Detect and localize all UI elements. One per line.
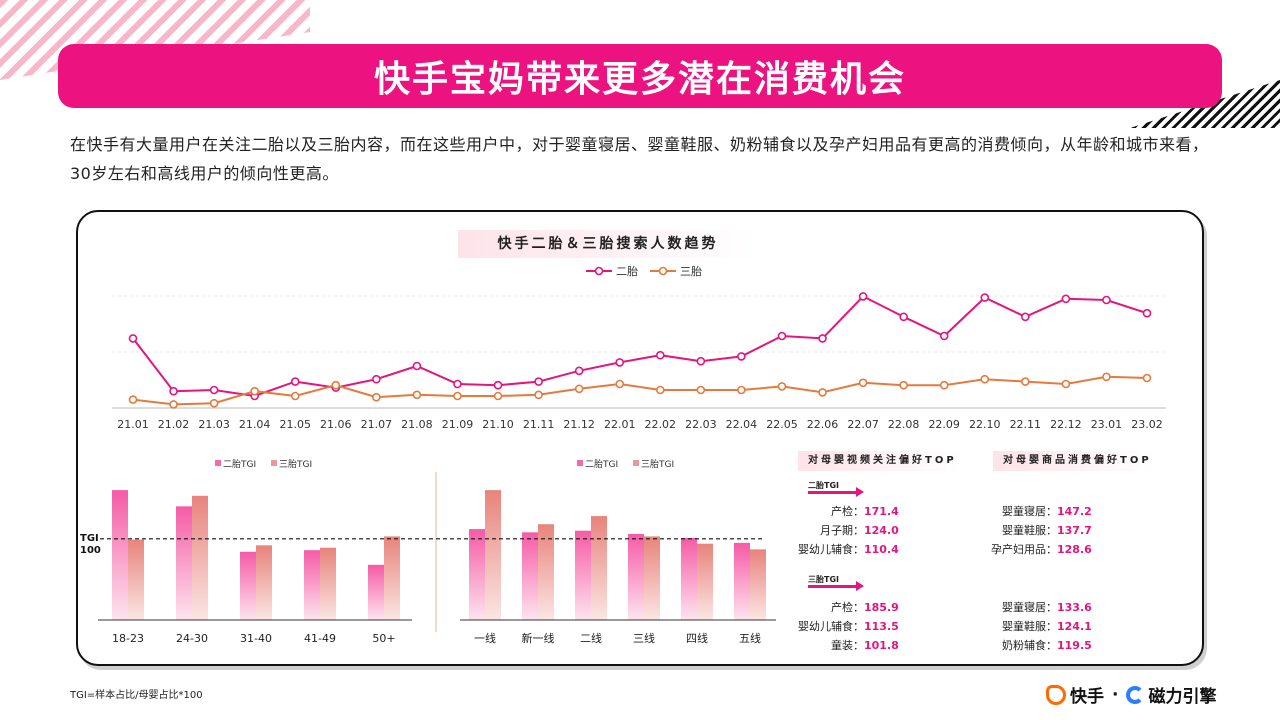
title-banner: 快手宝妈带来更多潜在消费机会 [58, 44, 1222, 108]
third-tgi-tag: 三胎TGI [808, 575, 839, 584]
kuaishou-brand: 快手 [1070, 687, 1104, 707]
video-pref-row: 产检：185.9 [770, 599, 900, 615]
video-pref-row: 婴幼儿辅食：110.4 [770, 541, 900, 557]
pref-value: 147.2 [1057, 505, 1092, 518]
pref-label: 婴童鞋服： [1002, 524, 1057, 537]
video-pref-heading: 对母婴视频关注偏好TOP [798, 451, 960, 471]
pref-value: 171.4 [864, 505, 899, 518]
tgi-footnote: TGI=样本占比/母婴占比*100 [70, 690, 203, 701]
goods-pref-row: 奶粉辅食：119.5 [961, 637, 1093, 653]
pref-value: 133.6 [1057, 601, 1092, 614]
video-pref-row: 婴幼儿辅食：113.5 [770, 618, 900, 634]
cili-brand: 磁力引擎 [1148, 687, 1217, 707]
pref-value: 137.7 [1057, 524, 1092, 537]
cili-logo-icon [1126, 685, 1145, 704]
video-pref-row: 月子期：124.0 [770, 522, 900, 538]
pref-label: 奶粉辅食： [1002, 639, 1057, 652]
page-title: 快手宝妈带来更多潜在消费机会 [373, 58, 906, 100]
second-tgi-arrow [808, 487, 864, 497]
pref-value: 110.4 [864, 543, 899, 556]
pref-label: 月子期： [820, 524, 864, 537]
pref-value: 128.6 [1057, 543, 1092, 556]
goods-pref-row: 婴童寝居：133.6 [961, 599, 1093, 615]
pref-value: 124.1 [1057, 620, 1092, 633]
pref-label: 产检： [831, 505, 864, 518]
goods-pref-row: 婴童寝居：147.2 [961, 503, 1093, 519]
video-pref-row: 童装：101.8 [770, 637, 900, 653]
pref-label: 婴童鞋服： [1002, 620, 1057, 633]
video-pref-row: 产检：171.4 [770, 503, 900, 519]
pref-value: 124.0 [864, 524, 899, 537]
pref-label: 婴幼儿辅食： [798, 543, 864, 556]
pref-label: 孕产妇用品： [991, 543, 1057, 556]
intro-paragraph: 在快手有大量用户在关注二胎以及三胎内容，而在这些用户中，对于婴童寝居、婴童鞋服、… [70, 135, 1209, 183]
second-tgi-tag: 二胎TGI [808, 481, 839, 490]
pref-value: 185.9 [864, 601, 899, 614]
kuaishou-logo-icon [1046, 684, 1066, 705]
goods-pref-row: 孕产妇用品：128.6 [961, 541, 1093, 557]
pref-value: 113.5 [864, 620, 899, 633]
trend-chart-title: 快手二胎＆三胎搜索人数趋势 [458, 230, 758, 258]
goods-pref-row: 婴童鞋服：137.7 [961, 522, 1093, 538]
third-tgi-arrow [808, 581, 864, 591]
brand-logos: 快手 · 磁力引擎 [1046, 682, 1216, 707]
pref-label: 婴幼儿辅食： [798, 620, 864, 633]
goods-pref-heading: 对母婴商品消费偏好TOP [993, 451, 1155, 471]
pref-value: 119.5 [1057, 639, 1092, 652]
pref-label: 婴童寝居： [1002, 505, 1057, 518]
pref-label: 婴童寝居： [1002, 601, 1057, 614]
pref-label: 童装： [831, 639, 864, 652]
pref-label: 产检： [831, 601, 864, 614]
goods-pref-row: 婴童鞋服：124.1 [961, 618, 1093, 634]
brand-separator: · [1112, 684, 1119, 705]
chart-card [76, 210, 1204, 666]
pref-value: 101.8 [864, 639, 899, 652]
